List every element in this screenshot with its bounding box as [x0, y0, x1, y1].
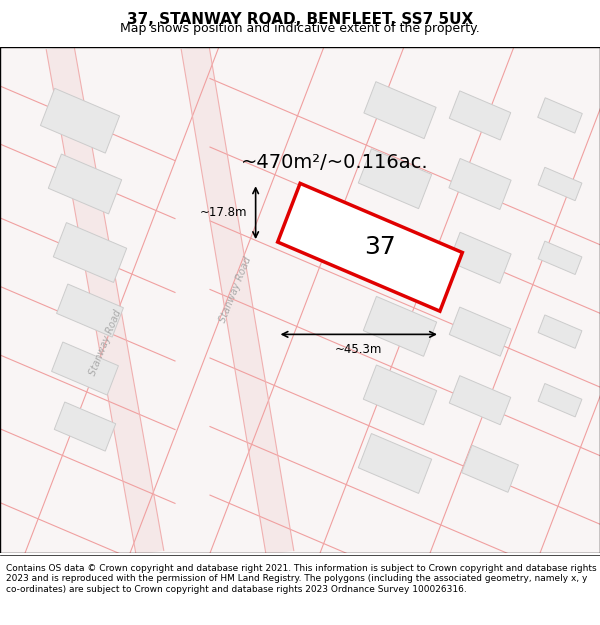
- Polygon shape: [449, 376, 511, 425]
- Polygon shape: [46, 44, 164, 556]
- Text: Contains OS data © Crown copyright and database right 2021. This information is : Contains OS data © Crown copyright and d…: [6, 564, 596, 594]
- Text: ~17.8m: ~17.8m: [200, 206, 248, 219]
- Polygon shape: [538, 241, 582, 274]
- Polygon shape: [358, 149, 431, 209]
- Polygon shape: [538, 384, 582, 417]
- Polygon shape: [364, 82, 436, 139]
- Polygon shape: [449, 91, 511, 140]
- Polygon shape: [449, 307, 511, 356]
- Polygon shape: [364, 365, 437, 425]
- Polygon shape: [56, 284, 124, 337]
- Polygon shape: [40, 88, 119, 153]
- Text: 37: 37: [364, 235, 396, 259]
- Polygon shape: [181, 44, 294, 556]
- Polygon shape: [449, 232, 511, 283]
- Polygon shape: [54, 402, 116, 451]
- Polygon shape: [364, 222, 437, 282]
- Text: Stanway Road: Stanway Road: [87, 308, 123, 377]
- Polygon shape: [538, 315, 582, 348]
- Text: ~470m²/~0.116ac.: ~470m²/~0.116ac.: [241, 153, 429, 173]
- Text: 37, STANWAY ROAD, BENFLEET, SS7 5UX: 37, STANWAY ROAD, BENFLEET, SS7 5UX: [127, 12, 473, 27]
- Text: Map shows position and indicative extent of the property.: Map shows position and indicative extent…: [120, 22, 480, 35]
- Text: ~45.3m: ~45.3m: [335, 343, 382, 356]
- Polygon shape: [538, 168, 582, 201]
- Text: Stanway Road: Stanway Road: [217, 255, 253, 324]
- Polygon shape: [449, 159, 511, 209]
- Polygon shape: [278, 183, 463, 311]
- Polygon shape: [364, 296, 437, 356]
- Polygon shape: [358, 434, 431, 493]
- Polygon shape: [49, 154, 122, 214]
- Polygon shape: [53, 222, 127, 282]
- Polygon shape: [461, 445, 518, 493]
- Polygon shape: [538, 98, 582, 133]
- Polygon shape: [52, 342, 118, 395]
